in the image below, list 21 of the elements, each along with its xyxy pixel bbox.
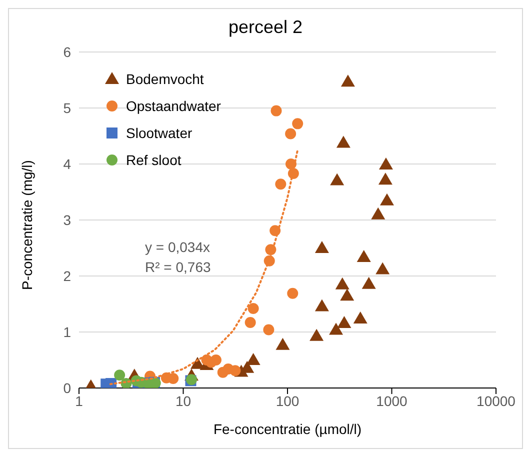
legend-label: Opstaandwater (126, 98, 221, 114)
y-axis-title: P-concentratie (mg/l) (18, 160, 35, 290)
y-tick-label: 2 (63, 268, 72, 284)
chart-title: perceel 2 (227, 17, 304, 38)
y-tick-label: 1 (63, 324, 72, 340)
annotation: R² = 0,763 (145, 258, 211, 277)
x-tick-label: 1 (75, 392, 84, 409)
x-tick-label: 10000 (476, 392, 516, 409)
y-tick-label: 6 (63, 44, 72, 60)
legend-label: Ref sloot (126, 152, 182, 168)
legend-label: Slootwater (126, 124, 192, 140)
x-tick-label: 100 (276, 392, 300, 409)
x-tick-label: 10 (175, 392, 192, 409)
y-tick-label: 3 (63, 212, 72, 228)
y-tick-label: 0 (63, 380, 72, 396)
x-tick-label: 1000 (376, 392, 408, 409)
y-tick-label: 4 (63, 156, 72, 172)
x-axis-title: Fe-concentratie (µmol/l) (213, 421, 362, 437)
y-tick-label: 5 (63, 100, 72, 116)
legend-label: Bodemvocht (126, 70, 204, 86)
annotation: y = 0,034x (145, 238, 211, 257)
